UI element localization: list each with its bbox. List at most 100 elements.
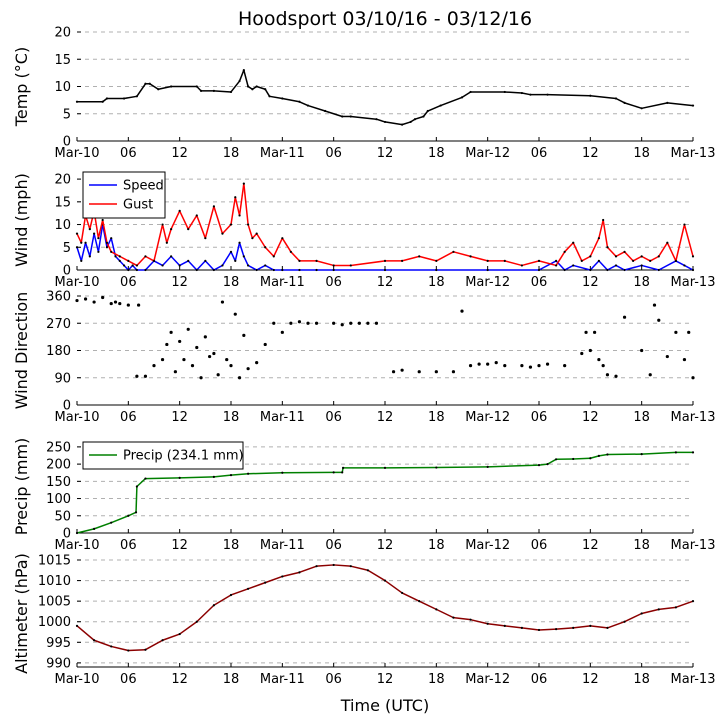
x-tick-label: 12 <box>582 672 599 687</box>
series-segment <box>162 255 172 266</box>
data-point <box>375 118 378 121</box>
series-segment <box>683 224 694 257</box>
series-segment <box>504 260 523 267</box>
data-point <box>657 318 661 322</box>
data-point <box>212 89 215 92</box>
data-point <box>503 624 506 627</box>
y-tick-label: 5 <box>63 107 71 122</box>
x-tick-label: 06 <box>531 410 548 425</box>
x-tick-label: 06 <box>120 538 137 553</box>
data-point <box>187 259 190 263</box>
data-point <box>682 357 687 362</box>
series-segment <box>243 256 249 266</box>
data-point <box>229 474 233 477</box>
data-point <box>208 354 212 359</box>
series-segment <box>97 224 104 252</box>
series-segment <box>243 183 249 225</box>
data-point <box>238 79 241 83</box>
data-point <box>80 259 83 263</box>
y-tick-label: 360 <box>46 290 71 305</box>
x-tick-label: Mar-10 <box>55 146 100 161</box>
data-point <box>623 268 626 272</box>
series-segment <box>299 565 317 574</box>
data-point <box>152 259 156 263</box>
data-point <box>170 227 173 231</box>
data-point <box>674 606 677 609</box>
x-tick-label: 12 <box>377 410 394 425</box>
data-point <box>170 255 173 258</box>
data-point <box>597 259 600 263</box>
data-point <box>127 259 130 263</box>
series-segment <box>598 219 604 239</box>
x-tick-label: Mar-11 <box>260 672 305 687</box>
series-segment <box>606 246 617 257</box>
data-point <box>657 268 660 272</box>
data-point <box>135 268 138 272</box>
series-segment <box>376 118 386 123</box>
data-point <box>272 255 275 258</box>
x-tick-label: 06 <box>325 275 342 290</box>
x-tick-label: Mar-12 <box>465 672 510 687</box>
x-tick-label: 06 <box>120 672 137 687</box>
series-segment <box>238 183 245 216</box>
data-point <box>602 218 605 222</box>
data-point <box>314 321 319 325</box>
data-point <box>383 466 387 469</box>
series-segment <box>675 600 694 609</box>
data-point <box>683 264 686 267</box>
series-segment <box>470 255 488 262</box>
y-tick-label: 995 <box>46 636 71 651</box>
y-axis-label-precip: Precip (mm) <box>12 438 31 536</box>
data-point <box>486 465 489 468</box>
data-point <box>529 93 532 96</box>
series-segment <box>658 606 676 611</box>
y-tick-label: 20 <box>54 173 71 188</box>
series-segment <box>658 242 668 257</box>
series-segment <box>178 210 189 230</box>
x-tick-label: 12 <box>171 410 188 425</box>
series-segment <box>128 511 137 517</box>
data-point <box>199 376 203 380</box>
series-segment <box>196 604 215 623</box>
data-point <box>281 575 284 578</box>
data-point <box>118 259 121 263</box>
x-tick-label: 12 <box>171 146 188 161</box>
data-point <box>186 327 190 331</box>
x-tick-label: 12 <box>171 672 188 687</box>
data-point <box>135 95 138 98</box>
series-segment <box>93 639 112 648</box>
legend-box <box>82 171 166 219</box>
chart-title: Hoodsport 03/10/16 - 03/12/16 <box>238 8 532 30</box>
data-point <box>101 295 105 300</box>
legend-label: Gust <box>123 198 153 213</box>
series-segment <box>641 255 651 262</box>
data-point <box>152 364 156 368</box>
series-segment <box>221 224 232 235</box>
data-point <box>468 364 473 368</box>
data-point <box>563 268 566 272</box>
data-point <box>315 565 318 568</box>
series-segment <box>590 625 608 629</box>
data-point <box>674 451 677 454</box>
y-tick-label: 990 <box>46 656 71 671</box>
y-tick-label: 15 <box>54 195 71 210</box>
series-segment <box>573 625 591 629</box>
series-segment <box>547 93 591 97</box>
data-point <box>486 268 489 272</box>
series-segment <box>555 251 566 266</box>
series-segment <box>547 458 557 465</box>
data-point <box>110 521 113 524</box>
data-point <box>434 370 438 374</box>
x-tick-label: Mar-12 <box>465 410 510 425</box>
series-segment <box>675 260 685 267</box>
x-tick-label: Mar-10 <box>55 538 100 553</box>
data-point <box>105 97 109 100</box>
series-segment <box>76 247 82 262</box>
series-segment <box>401 255 420 262</box>
data-point <box>195 214 198 217</box>
data-point <box>597 237 600 240</box>
series-segment <box>135 486 138 513</box>
series-segment <box>414 115 424 120</box>
data-point <box>306 321 310 325</box>
y-tick-label: 150 <box>46 475 71 490</box>
